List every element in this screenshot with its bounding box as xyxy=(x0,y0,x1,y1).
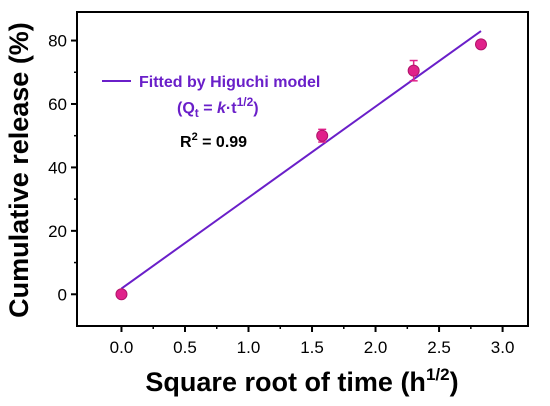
x-tick-label: 2.0 xyxy=(364,338,388,357)
fit-line-group xyxy=(120,30,482,290)
y-axis-ticks: 0 20 40 60 80 xyxy=(48,32,77,304)
x-axis-ticks: 0.0 0.5 1.0 1.5 2.0 2.5 3.0 xyxy=(110,326,515,357)
x-tick-label: 3.0 xyxy=(491,338,515,357)
data-point xyxy=(115,288,128,301)
legend-label: Fitted by Higuchi model xyxy=(139,74,320,91)
y-tick-label: 40 xyxy=(48,158,67,177)
x-tick-label: 0.5 xyxy=(173,338,197,357)
x-tick-label: 1.5 xyxy=(300,338,324,357)
x-tick-label: 1.0 xyxy=(237,338,261,357)
y-tick-label: 80 xyxy=(48,32,67,51)
data-point xyxy=(474,38,487,51)
data-points xyxy=(115,38,487,301)
x-tick-label: 2.5 xyxy=(427,338,451,357)
data-point xyxy=(407,64,420,77)
y-axis-title: Cumulative release (%) xyxy=(4,22,34,318)
data-point xyxy=(316,129,329,142)
y-tick-label: 60 xyxy=(48,95,67,114)
legend-equation: (Qt = k·t1/2) xyxy=(177,95,259,120)
r-squared-label: R2 = 0.99 xyxy=(180,131,247,151)
y-tick-label: 0 xyxy=(58,285,67,304)
y-tick-label: 20 xyxy=(48,222,67,241)
plot-frame xyxy=(76,11,529,327)
x-tick-label: 0.0 xyxy=(110,338,134,357)
x-axis-title: Square root of time (h1/2) xyxy=(145,365,458,397)
fit-line xyxy=(120,30,482,290)
